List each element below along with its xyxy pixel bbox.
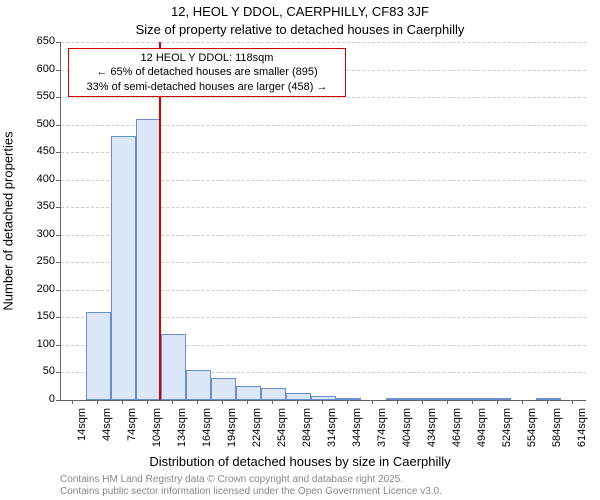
- x-tick-label: 194sqm: [226, 408, 238, 456]
- y-tick-label: 250: [15, 255, 55, 267]
- y-tick-label: 100: [15, 338, 55, 350]
- y-tick-label: 150: [15, 310, 55, 322]
- x-tick-mark: [397, 400, 398, 404]
- x-tick-mark: [297, 400, 298, 404]
- x-tick-mark: [97, 400, 98, 404]
- footer-line1: Contains HM Land Registry data © Crown c…: [60, 474, 403, 485]
- x-tick-label: 134sqm: [176, 408, 188, 456]
- x-tick-label: 404sqm: [401, 408, 413, 456]
- histogram-bar: [536, 398, 561, 400]
- annotation-line3: 33% of semi-detached houses are larger (…: [75, 80, 339, 94]
- x-tick-label: 14sqm: [76, 408, 88, 456]
- y-tick-label: 400: [15, 173, 55, 185]
- x-tick-label: 44sqm: [101, 408, 113, 456]
- histogram-bar: [461, 398, 486, 400]
- x-tick-label: 254sqm: [276, 408, 288, 456]
- x-tick-mark: [247, 400, 248, 404]
- x-tick-label: 314sqm: [326, 408, 338, 456]
- x-tick-mark: [272, 400, 273, 404]
- y-tick-label: 0: [15, 393, 55, 405]
- histogram-bar: [261, 388, 286, 400]
- x-tick-label: 104sqm: [151, 408, 163, 456]
- chart-title-line1: 12, HEOL Y DDOL, CAERPHILLY, CF83 3JF: [0, 4, 600, 19]
- x-tick-mark: [122, 400, 123, 404]
- x-tick-mark: [172, 400, 173, 404]
- x-tick-mark: [472, 400, 473, 404]
- x-tick-mark: [497, 400, 498, 404]
- x-tick-label: 374sqm: [376, 408, 388, 456]
- x-tick-label: 284sqm: [301, 408, 313, 456]
- x-tick-label: 434sqm: [426, 408, 438, 456]
- x-tick-mark: [372, 400, 373, 404]
- x-tick-label: 74sqm: [126, 408, 138, 456]
- x-tick-label: 614sqm: [576, 408, 588, 456]
- y-tick-label: 350: [15, 200, 55, 212]
- x-tick-mark: [572, 400, 573, 404]
- histogram-bar: [86, 312, 111, 400]
- y-tick-label: 200: [15, 283, 55, 295]
- x-tick-mark: [322, 400, 323, 404]
- x-tick-mark: [347, 400, 348, 404]
- annotation-box: 12 HEOL Y DDOL: 118sqm ← 65% of detached…: [68, 48, 346, 97]
- annotation-line1: 12 HEOL Y DDOL: 118sqm: [75, 51, 339, 65]
- histogram-bar: [136, 119, 161, 400]
- x-tick-mark: [72, 400, 73, 404]
- x-tick-label: 584sqm: [551, 408, 563, 456]
- x-tick-label: 344sqm: [351, 408, 363, 456]
- x-tick-label: 164sqm: [201, 408, 213, 456]
- histogram-bar: [411, 398, 436, 400]
- gridline: [61, 97, 586, 98]
- histogram-bar: [111, 136, 136, 400]
- histogram-bar: [486, 398, 511, 400]
- histogram-bar: [386, 398, 411, 400]
- footer-line2: Contains public sector information licen…: [60, 486, 442, 497]
- x-tick-mark: [422, 400, 423, 404]
- x-tick-label: 464sqm: [451, 408, 463, 456]
- histogram-bar: [311, 396, 336, 400]
- y-tick-label: 500: [15, 118, 55, 130]
- x-tick-mark: [197, 400, 198, 404]
- x-tick-mark: [147, 400, 148, 404]
- x-tick-mark: [447, 400, 448, 404]
- histogram-bar: [336, 398, 361, 400]
- chart-title-line2: Size of property relative to detached ho…: [0, 22, 600, 37]
- x-tick-mark: [522, 400, 523, 404]
- histogram-bar: [161, 334, 186, 400]
- y-tick-label: 50: [15, 365, 55, 377]
- y-tick-label: 300: [15, 228, 55, 240]
- x-tick-label: 554sqm: [526, 408, 538, 456]
- gridline: [61, 42, 586, 43]
- x-tick-mark: [547, 400, 548, 404]
- histogram-bar: [236, 386, 261, 400]
- x-tick-label: 494sqm: [476, 408, 488, 456]
- annotation-line2: ← 65% of detached houses are smaller (89…: [75, 65, 339, 79]
- histogram-bar: [211, 378, 236, 400]
- x-tick-label: 524sqm: [501, 408, 513, 456]
- y-tick-label: 550: [15, 90, 55, 102]
- y-tick-label: 450: [15, 145, 55, 157]
- x-tick-label: 224sqm: [251, 408, 263, 456]
- histogram-chart: 12, HEOL Y DDOL, CAERPHILLY, CF83 3JF Si…: [0, 0, 600, 500]
- y-axis-label: Number of detached properties: [1, 131, 16, 310]
- histogram-bar: [436, 398, 461, 400]
- x-axis-label: Distribution of detached houses by size …: [0, 454, 600, 469]
- y-tick-label: 650: [15, 35, 55, 47]
- histogram-bar: [186, 370, 211, 400]
- histogram-bar: [286, 393, 311, 400]
- x-tick-mark: [222, 400, 223, 404]
- y-tick-label: 600: [15, 63, 55, 75]
